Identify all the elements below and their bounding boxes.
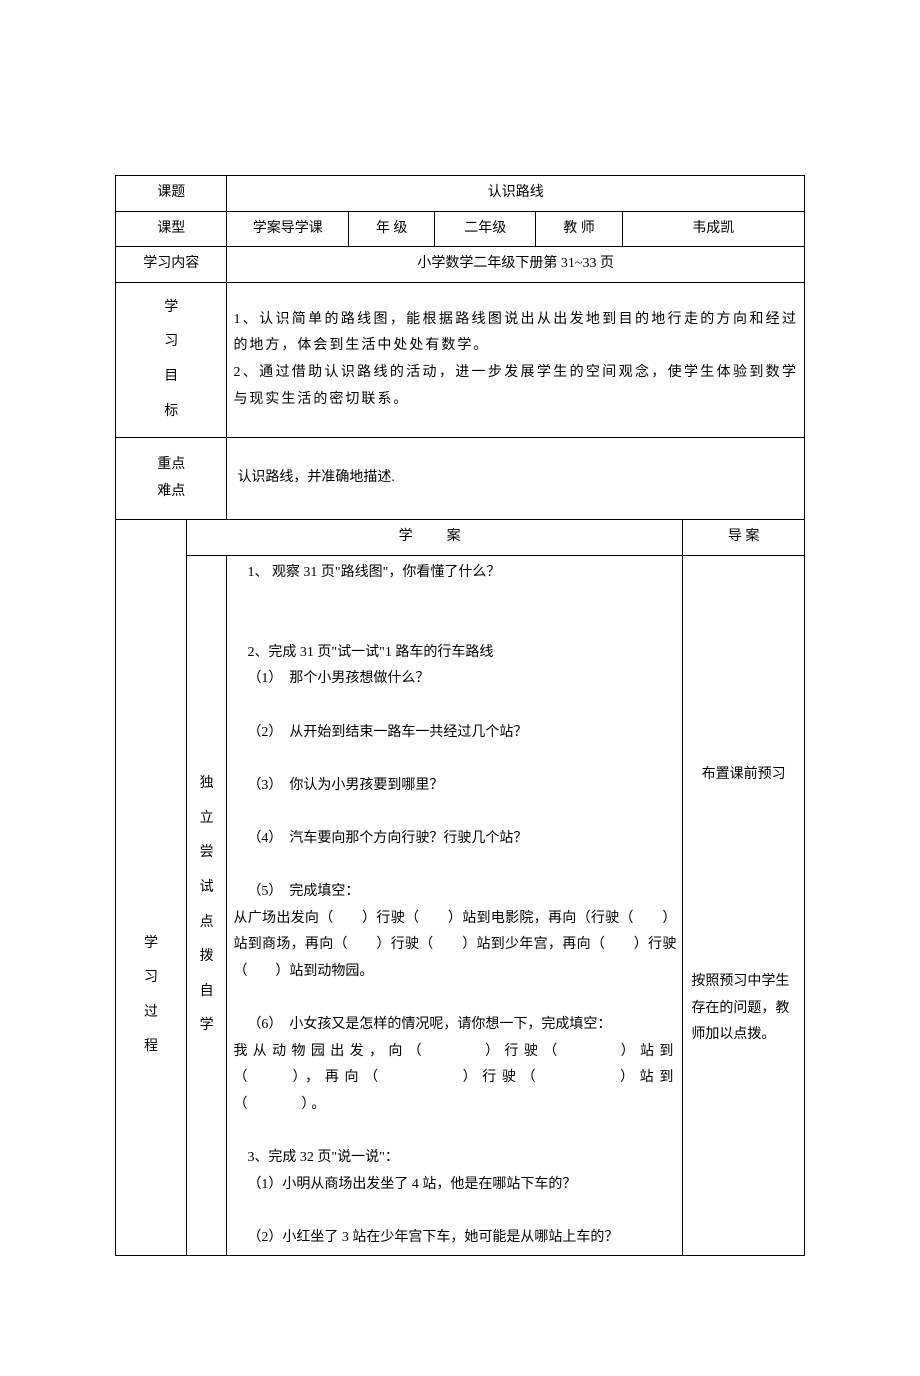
q2-4: （4） 汽车要向那个方向行驶？行驶几个站？ bbox=[233, 826, 676, 853]
objectives-label: 学 习 目 标 bbox=[116, 282, 227, 437]
row-topic: 课题 认识路线 bbox=[116, 176, 805, 212]
lesson-plan-table: 课题 认识路线 课型 学案导学课 年 级 二年级 教 师 韦成凯 学习内容 小学… bbox=[115, 175, 805, 1256]
daoan-header: 导 案 bbox=[683, 520, 805, 556]
content-body: 1、 观察 31 页"路线图"，你看懂了什么？ 2、完成 31 页"试一试"1 … bbox=[227, 555, 683, 1255]
xuean-header: 学 案 bbox=[186, 520, 682, 556]
topic-label: 课题 bbox=[116, 176, 227, 212]
process-label: 学 习 过 程 bbox=[116, 520, 187, 1256]
q2-6-body: 我从动物园出发，向（ ）行驶（ ）站到（ ），再向（ ）行驶（ ）站到（ ）。 bbox=[233, 1039, 676, 1119]
teacher-value: 韦成凯 bbox=[622, 211, 804, 247]
row-type: 课型 学案导学课 年 级 二年级 教 师 韦成凯 bbox=[116, 211, 805, 247]
q2-1: （1） 那个小男孩想做什么？ bbox=[233, 666, 676, 693]
grade-value: 二年级 bbox=[435, 211, 536, 247]
s2: 立 bbox=[193, 806, 221, 833]
proc-l3: 过 bbox=[122, 1000, 180, 1027]
q2-5-body: 从广场出发向（ ）行驶（ ）站到电影院，再向（行驶（ ）站到商场，再向（ ）行驶… bbox=[233, 906, 676, 986]
obj-l3: 目 bbox=[122, 364, 220, 391]
row-section-header: 学 习 过 程 学 案 导 案 bbox=[116, 520, 805, 556]
obj-l2: 习 bbox=[122, 329, 220, 356]
page: 课题 认识路线 课型 学案导学课 年 级 二年级 教 师 韦成凯 学习内容 小学… bbox=[0, 0, 920, 1376]
guide-2: 按照预习中学生存在的问题，教师加以点拨。 bbox=[689, 969, 798, 1049]
obj-l1: 学 bbox=[122, 295, 220, 322]
s7: 自 bbox=[193, 979, 221, 1006]
q2: 2、完成 31 页"试一试"1 路车的行车路线 bbox=[233, 640, 676, 667]
q3-2: （2）小红坐了 3 站在少年宫下车，她可能是从哪站上车的？ bbox=[233, 1225, 676, 1252]
q2-2: （2） 从开始到结束一路车一共经过几个站？ bbox=[233, 720, 676, 747]
s1: 独 bbox=[193, 771, 221, 798]
type-value: 学案导学课 bbox=[227, 211, 349, 247]
keypoints-text: 认识路线，并准确地描述. bbox=[227, 438, 805, 520]
obj-l4: 标 bbox=[122, 399, 220, 426]
s4: 试 bbox=[193, 875, 221, 902]
row-main-content: 独 立 尝 试 点 拨 自 学 1、 观察 31 页"路线图"，你看懂了什么？ … bbox=[116, 555, 805, 1255]
row-keypoints: 重点 难点 认识路线，并准确地描述. bbox=[116, 438, 805, 520]
sub-label: 独 立 尝 试 点 拨 自 学 bbox=[186, 555, 227, 1255]
s6: 拨 bbox=[193, 944, 221, 971]
guide-1: 布置课前预习 bbox=[689, 762, 798, 789]
type-label: 课型 bbox=[116, 211, 227, 247]
s8: 学 bbox=[193, 1013, 221, 1040]
s3: 尝 bbox=[193, 840, 221, 867]
topic-value: 认识路线 bbox=[227, 176, 805, 212]
q3-1: （1）小明从商场出发坐了 4 站，他是在哪站下车的？ bbox=[233, 1172, 676, 1199]
proc-l4: 程 bbox=[122, 1034, 180, 1061]
s5: 点 bbox=[193, 910, 221, 937]
row-objectives: 学 习 目 标 1、认识简单的路线图，能根据路线图说出从出发地到目的地行走的方向… bbox=[116, 282, 805, 437]
content-label: 学习内容 bbox=[116, 247, 227, 283]
row-content: 学习内容 小学数学二年级下册第 31~33 页 bbox=[116, 247, 805, 283]
kp-l1: 重点 bbox=[157, 457, 185, 472]
q2-6: （6） 小女孩又是怎样的情况呢，请你想一下，完成填空： bbox=[233, 1012, 676, 1039]
proc-l1: 学 bbox=[122, 931, 180, 958]
q1: 1、 观察 31 页"路线图"，你看懂了什么？ bbox=[233, 560, 676, 587]
q2-3: （3） 你认为小男孩要到哪里？ bbox=[233, 773, 676, 800]
teacher-label: 教 师 bbox=[536, 211, 622, 247]
objectives-text: 1、认识简单的路线图，能根据路线图说出从出发地到目的地行走的方向和经过的地方，体… bbox=[227, 282, 805, 437]
grade-label: 年 级 bbox=[349, 211, 435, 247]
keypoints-label: 重点 难点 bbox=[116, 438, 227, 520]
kp-l2: 难点 bbox=[157, 484, 185, 499]
q3: 3、完成 32 页"说一说"： bbox=[233, 1145, 676, 1172]
q2-5: （5） 完成填空： bbox=[233, 879, 676, 906]
content-value: 小学数学二年级下册第 31~33 页 bbox=[227, 247, 805, 283]
guide-column: 布置课前预习 按照预习中学生存在的问题，教师加以点拨。 bbox=[683, 555, 805, 1255]
proc-l2: 习 bbox=[122, 965, 180, 992]
